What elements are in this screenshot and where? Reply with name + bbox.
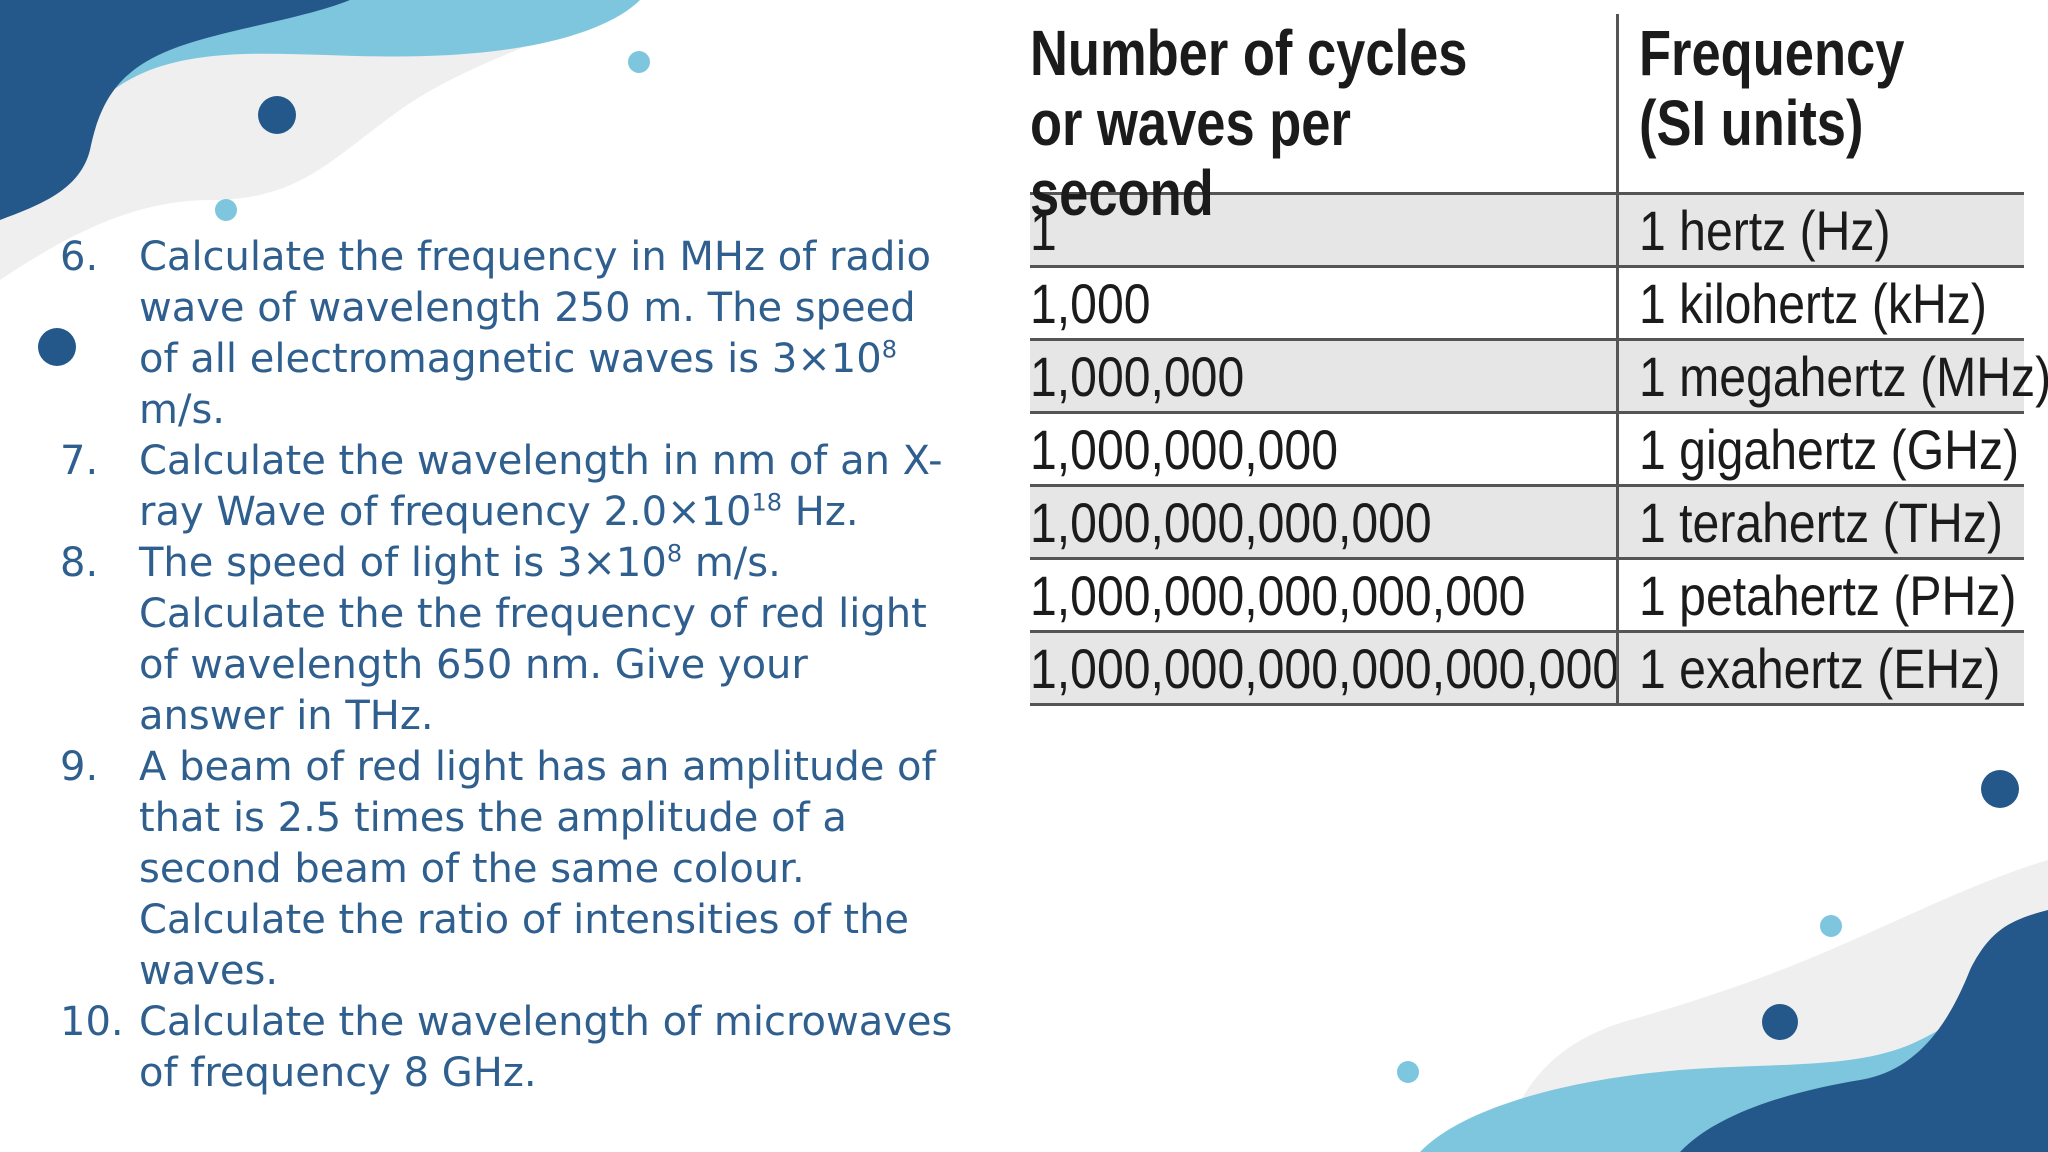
question-number: 6. (60, 234, 99, 280)
question-item: 6. Calculate the frequency in MHz of rad… (60, 232, 960, 436)
question-text: Calculate the frequency in MHz of radio … (139, 234, 931, 433)
frequency-cell: 1 gigahertz (GHz) (1639, 417, 2020, 481)
question-text: A beam of red light has an amplitude of … (139, 744, 936, 994)
table-row: 1 1 hertz (Hz) (1030, 195, 2024, 268)
question-item: 10. Calculate the wavelength of microwav… (60, 997, 960, 1099)
frequency-cell: 1 megahertz (MHz) (1639, 344, 2048, 408)
table-row: 1,000,000,000 1 gigahertz (GHz) (1030, 414, 2024, 487)
top-left-gray-wave (0, 0, 620, 280)
cycles-cell: 1,000,000,000,000,000 (1030, 563, 1526, 627)
bottom-right-dark-wave (1680, 910, 2048, 1152)
frequency-table: Number of cycles or waves per second Fre… (1030, 14, 2048, 706)
cycles-cell: 1 (1030, 198, 1057, 262)
question-item: 9. A beam of red light has an amplitude … (60, 742, 960, 997)
frequency-cell: 1 exahertz (EHz) (1639, 636, 2001, 700)
cycles-cell: 1,000 (1030, 271, 1151, 335)
bottom-right-dot-dark (1981, 770, 2019, 808)
frequency-cell: 1 hertz (Hz) (1639, 198, 1891, 262)
frequency-cell: 1 terahertz (THz) (1639, 490, 2003, 554)
question-text: Calculate the wavelength in nm of an X-r… (139, 438, 943, 535)
top-left-dot-dark (258, 96, 296, 134)
cycles-cell: 1,000,000,000 (1030, 417, 1338, 481)
frequency-cell: 1 kilohertz (kHz) (1639, 271, 1987, 335)
table-header: Number of cycles or waves per second Fre… (1030, 14, 2024, 229)
left-dot-dark (38, 328, 76, 366)
question-number: 9. (60, 744, 99, 790)
table-row: 1,000 1 kilohertz (kHz) (1030, 268, 2024, 341)
header-cycles: Number of cycles or waves per second (1030, 17, 1468, 229)
bottom-right-dot-dark-2 (1762, 1004, 1798, 1040)
question-number: 10. (60, 999, 124, 1045)
top-left-dot-light (628, 51, 650, 73)
bottom-right-dot-light (1820, 915, 1842, 937)
table-row: 1,000,000,000,000,000,000 1 exahertz (EH… (1030, 633, 2024, 706)
frequency-cell: 1 petahertz (PHz) (1639, 563, 2017, 627)
question-number: 7. (60, 438, 99, 484)
cycles-cell: 1,000,000,000,000 (1030, 490, 1432, 554)
question-item: 8. The speed of light is 3×108 m/s. Calc… (60, 538, 960, 742)
question-text: Calculate the wavelength of microwaves o… (139, 999, 953, 1096)
question-list: 6. Calculate the frequency in MHz of rad… (60, 232, 960, 1099)
top-left-dot-light-2 (215, 199, 237, 221)
header-frequency: Frequency (SI units) (1616, 14, 2039, 192)
question-item: 7. Calculate the wavelength in nm of an … (60, 436, 960, 538)
table-row: 1,000,000,000,000 1 terahertz (THz) (1030, 487, 2024, 560)
cycles-cell: 1,000,000,000,000,000,000 (1030, 636, 1620, 700)
cycles-cell: 1,000,000 (1030, 344, 1245, 408)
table-row: 1,000,000,000,000,000 1 petahertz (PHz) (1030, 560, 2024, 633)
question-text: The speed of light is 3×108 m/s. Calcula… (139, 539, 927, 739)
question-number: 8. (60, 540, 99, 586)
table-row: 1,000,000 1 megahertz (MHz) (1030, 341, 2048, 414)
bottom-right-dot-light-2 (1397, 1061, 1419, 1083)
top-left-dark-wave (0, 0, 350, 220)
